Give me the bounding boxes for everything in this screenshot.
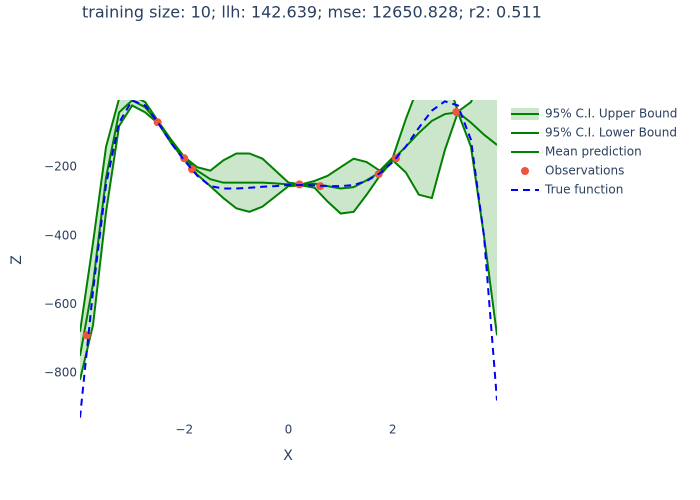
y-tick-label: −600 — [44, 297, 77, 311]
x-tick-label: 2 — [389, 423, 397, 437]
legend-label: True function — [544, 183, 623, 197]
series-line — [80, 100, 473, 332]
x-tick-label: −2 — [175, 423, 193, 437]
observation-point — [452, 108, 461, 117]
legend-marker — [521, 167, 529, 175]
plot-area — [80, 100, 497, 418]
legend-label: 95% C.I. Lower Bound — [545, 126, 677, 140]
legend-label: Observations — [545, 164, 624, 178]
y-tick-label: −200 — [44, 160, 77, 174]
series-line — [80, 104, 497, 381]
legend-label: Mean prediction — [545, 145, 642, 159]
series-line — [80, 100, 497, 418]
legend: 95% C.I. Upper Bound 95% C.I. Lower Bound… — [511, 107, 677, 197]
y-tick-label: −400 — [44, 228, 77, 242]
legend-label: 95% C.I. Upper Bound — [545, 107, 677, 121]
y-tick-label: −800 — [44, 366, 77, 380]
y-axis-title: Z — [9, 255, 25, 265]
x-axis-title: X — [283, 448, 293, 464]
x-tick-label: 0 — [285, 423, 293, 437]
chart-title: training size: 10; llh: 142.639; mse: 12… — [82, 3, 542, 22]
